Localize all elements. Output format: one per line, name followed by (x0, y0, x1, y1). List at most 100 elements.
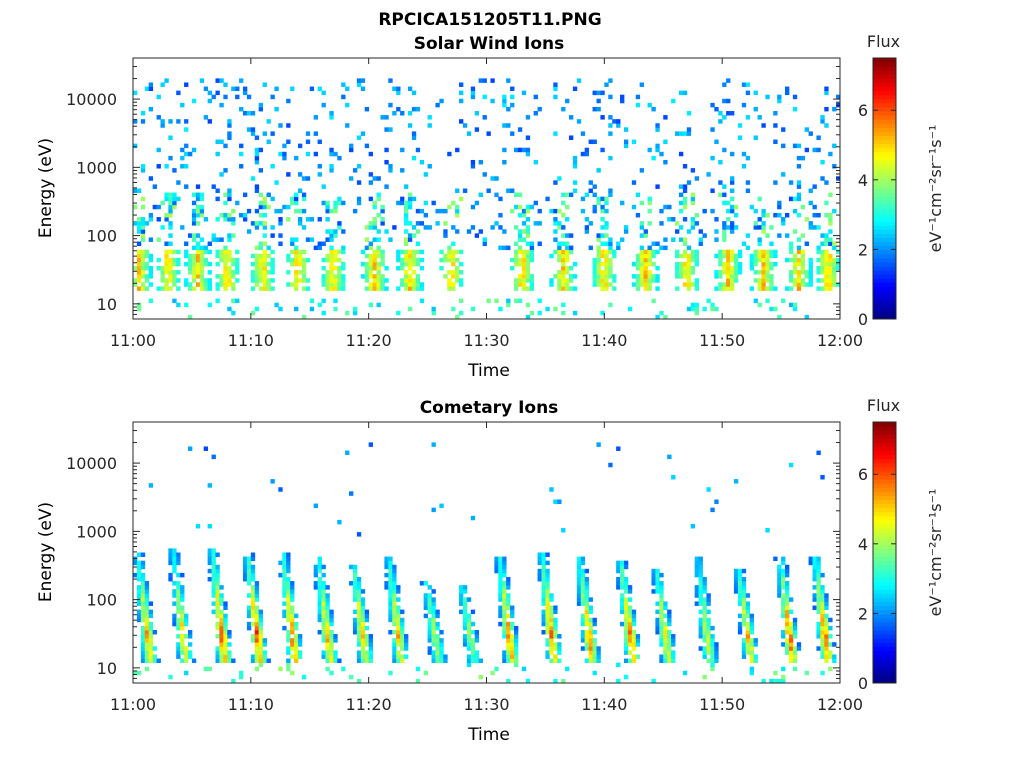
spectrogram-cell (301, 192, 307, 198)
spectrogram-cell (541, 581, 546, 586)
spectrogram-cell (184, 650, 189, 655)
spectrogram-cell (741, 82, 747, 87)
spectrogram-cell (561, 265, 566, 271)
spectrogram-cell (474, 127, 480, 132)
spectrogram-cell (663, 646, 668, 651)
spectrogram-cell (290, 261, 295, 267)
spectrogram-cell (521, 270, 527, 275)
spectrogram-cell (741, 654, 747, 659)
spectrogram-cell (411, 253, 417, 259)
spectrogram-cell (215, 625, 220, 631)
spectrogram-cell (250, 593, 256, 598)
spectrogram-cell (800, 265, 806, 271)
spectrogram-cell (191, 278, 197, 283)
spectrogram-cell (172, 282, 177, 287)
spectrogram-cell (620, 621, 625, 627)
spectrogram-cell (356, 532, 362, 537)
spectrogram-cell (372, 265, 377, 271)
spectrogram-cell (824, 241, 829, 246)
spectrogram-cell (396, 585, 401, 590)
spectrogram-cell (160, 274, 165, 279)
spectrogram-cell (447, 245, 452, 251)
spectrogram-cell (427, 225, 432, 230)
spectrogram-cell (706, 621, 711, 627)
spectrogram-cell (631, 638, 637, 643)
spectrogram-cell (294, 621, 299, 627)
spectrogram-cell (384, 159, 389, 165)
spectrogram-cell (596, 265, 601, 271)
spectrogram-cell (580, 601, 586, 606)
spectrogram-cell (836, 249, 841, 255)
spectrogram-cell (254, 589, 260, 594)
spectrogram-cell (227, 237, 232, 242)
spectrogram-cell (447, 270, 452, 275)
spectrogram-cell (431, 642, 436, 647)
spectrogram-cell (305, 151, 311, 157)
spectrogram-cell (498, 593, 503, 598)
spectrogram-cell (812, 597, 817, 602)
spectrogram-cell (455, 265, 460, 271)
spectrogram-cell (600, 115, 605, 120)
spectrogram-cell (820, 261, 825, 267)
spectrogram-cell (431, 442, 436, 447)
spectrogram-cell (686, 274, 692, 279)
spectrogram-cell (529, 274, 535, 279)
spectrogram-cell (549, 658, 554, 664)
spectrogram-cell (678, 261, 684, 267)
spectrogram-cell (459, 90, 464, 96)
spectrogram-cell (282, 556, 287, 562)
colorbar-segment (873, 294, 896, 300)
spectrogram-cell (553, 131, 558, 136)
x-tick-label: 11:50 (699, 331, 745, 350)
spectrogram-cell (195, 249, 201, 255)
spectrogram-cell (400, 625, 405, 631)
spectrogram-cell (466, 658, 472, 664)
spectrogram-cell (690, 249, 696, 255)
spectrogram-cell (785, 257, 790, 263)
spectrogram-cell (765, 257, 770, 263)
spectrogram-cell (364, 106, 370, 112)
spectrogram-cell (254, 621, 260, 627)
spectrogram-cell (604, 278, 609, 283)
spectrogram-cell (710, 306, 715, 312)
spectrogram-cell (541, 568, 546, 574)
spectrogram-cell (156, 237, 161, 242)
spectrogram-cell (250, 552, 256, 557)
spectrogram-cell (294, 253, 299, 259)
spectrogram-cell (545, 621, 550, 627)
spectrogram-cell (380, 221, 385, 226)
spectrogram-cell (545, 617, 550, 623)
spectrogram-cell (502, 245, 507, 251)
spectrogram-cell (529, 245, 535, 251)
spectrogram-cell (765, 278, 770, 283)
spectrogram-cell (227, 135, 232, 140)
spectrogram-cell (623, 597, 629, 602)
spectrogram-cell (380, 261, 385, 267)
spectrogram-cell (223, 257, 228, 263)
spectrogram-cell (600, 225, 605, 230)
spectrogram-cell (796, 143, 802, 149)
spectrogram-cell (694, 176, 699, 181)
spectrogram-cell (168, 274, 173, 279)
spectrogram-cell (455, 278, 460, 283)
spectrogram-cell (286, 650, 291, 655)
spectrogram-cell (824, 613, 829, 619)
colorbar-segment (873, 180, 896, 185)
spectrogram-cell (278, 666, 283, 672)
spectrogram-cell (297, 634, 303, 639)
spectrogram-cell (836, 94, 841, 100)
spectrogram-cell (788, 654, 794, 659)
spectrogram-cell (227, 196, 232, 202)
spectrogram-cell (474, 200, 480, 206)
spectrogram-cell (286, 609, 291, 615)
colorbar-segment (873, 265, 896, 271)
spectrogram-cell (411, 225, 417, 230)
spectrogram-cell (133, 278, 138, 283)
spectrogram-cell (561, 528, 566, 533)
spectrogram-cell (643, 282, 648, 287)
spectrogram-cell (737, 593, 743, 598)
spectrogram-cell (576, 597, 582, 602)
spectrogram-cell (580, 131, 586, 136)
spectrogram-cell (329, 233, 334, 238)
spectrogram-cell (313, 115, 319, 120)
